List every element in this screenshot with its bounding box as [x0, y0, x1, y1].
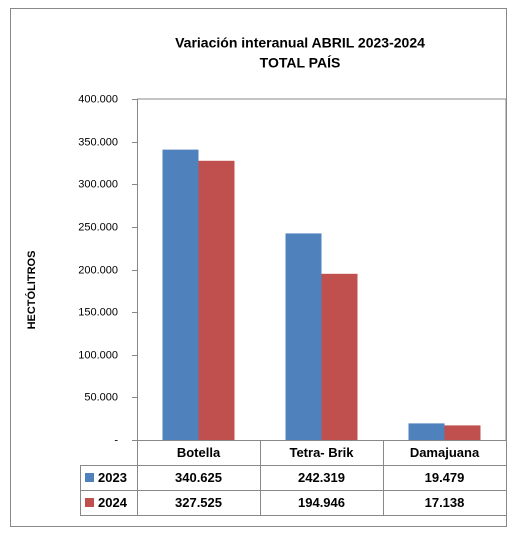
y-tick-label: -	[114, 434, 118, 446]
y-tick-label: 250.000	[78, 221, 118, 233]
table-value: 242.319	[298, 470, 345, 485]
table-value: 17.138	[425, 495, 465, 510]
bar	[321, 273, 358, 440]
bar	[408, 423, 445, 440]
y-tick-label: 350.000	[78, 136, 118, 148]
legend-label: 2023	[98, 470, 127, 485]
x-tick-label: Tetra- Brik	[289, 445, 354, 460]
table-value: 19.479	[425, 470, 465, 485]
table-value: 327.525	[175, 495, 222, 510]
x-tick-label: Damajuana	[410, 445, 480, 460]
y-tick-label: 150.000	[78, 306, 118, 318]
y-tick-label: 400.000	[78, 93, 118, 105]
x-tick-label: Botella	[177, 445, 221, 460]
y-tick-label: 100.000	[78, 349, 118, 361]
bar	[162, 149, 199, 440]
bar	[198, 160, 235, 440]
bar	[285, 233, 322, 440]
chart-title: Variación interanual ABRIL 2023-2024	[175, 35, 425, 51]
legend-label: 2024	[98, 495, 128, 510]
legend-swatch	[85, 473, 94, 482]
table-value: 194.946	[298, 495, 345, 510]
chart-subtitle: TOTAL PAÍS	[260, 55, 341, 71]
y-axis-label: HECTÓLITROS	[25, 251, 38, 330]
y-tick-label: 300.000	[78, 178, 118, 190]
bar	[444, 425, 481, 440]
y-tick-label: 200.000	[78, 264, 118, 276]
y-tick-label: 50.000	[84, 391, 118, 403]
legend-swatch	[85, 498, 94, 507]
table-value: 340.625	[175, 470, 222, 485]
